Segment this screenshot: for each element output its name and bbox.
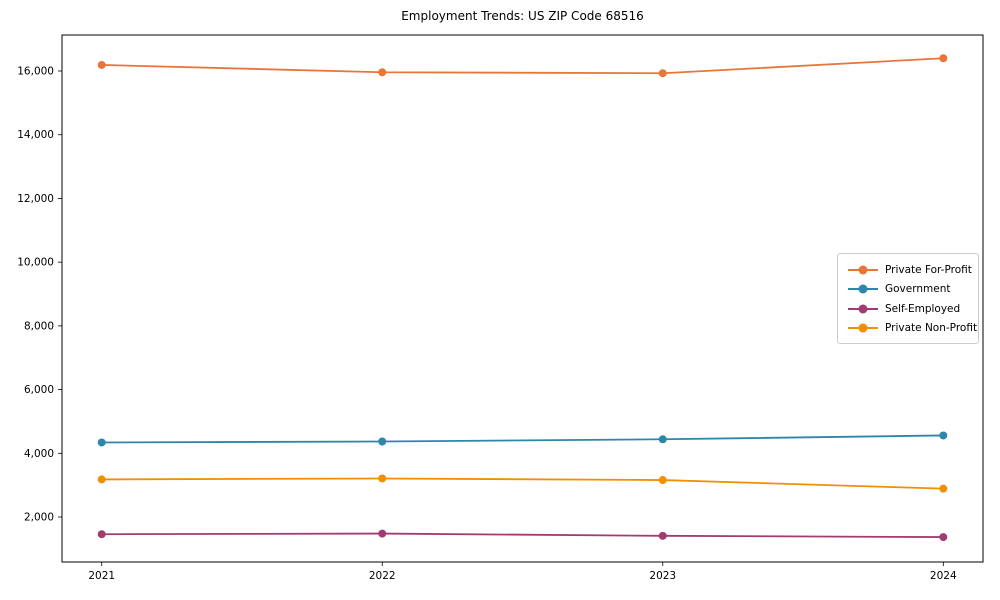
line-marker-icon — [848, 323, 878, 333]
line-marker-icon — [848, 284, 878, 294]
x-tick-label: 2021 — [88, 570, 115, 582]
data-point — [97, 530, 106, 539]
y-tick-label: 16,000 — [17, 65, 54, 77]
data-point — [939, 54, 948, 63]
data-point — [378, 437, 387, 446]
series-line — [100, 532, 945, 538]
data-point — [378, 529, 387, 538]
y-tick-label: 8,000 — [24, 320, 54, 332]
data-point — [658, 476, 667, 485]
x-tick-label: 2024 — [930, 570, 957, 582]
y-tick-label: 6,000 — [24, 384, 54, 396]
data-point — [97, 438, 106, 447]
data-point — [658, 435, 667, 444]
legend-item-private-for-profit: Private For-Profit — [848, 261, 972, 279]
legend-item-government: Government — [848, 280, 970, 298]
plot-border — [61, 34, 984, 563]
legend-label: Private For-Profit — [885, 264, 972, 276]
data-point — [378, 68, 387, 77]
y-tick-label: 2,000 — [24, 512, 54, 524]
y-tick-label: 4,000 — [24, 448, 54, 460]
series-line — [100, 57, 945, 75]
series-line — [100, 477, 945, 490]
data-point — [97, 475, 106, 484]
data-point — [939, 431, 948, 440]
legend-label: Government — [885, 283, 951, 296]
data-point — [658, 69, 667, 78]
data-point — [939, 533, 948, 542]
data-point — [97, 60, 106, 69]
data-point — [939, 484, 948, 493]
legend-item-self-employed: Self-Employed — [848, 300, 970, 318]
chart-title: Employment Trends: US ZIP Code 68516 — [401, 9, 644, 23]
y-tick-label: 14,000 — [17, 129, 54, 141]
data-point — [378, 474, 387, 483]
data-point — [658, 531, 667, 540]
legend: Private For-Profit Government Self-Emplo… — [837, 253, 979, 344]
line-marker-icon — [848, 304, 878, 314]
legend-label: Private Non-Profit — [885, 321, 978, 334]
x-tick-label: 2022 — [369, 570, 396, 582]
line-marker-icon — [848, 265, 878, 275]
legend-label: Self-Employed — [885, 302, 961, 315]
y-tick-label: 12,000 — [17, 193, 54, 205]
series-line — [100, 434, 945, 444]
legend-item-private-non-profit: Private Non-Profit — [848, 319, 977, 337]
y-tick-label: 10,000 — [17, 257, 54, 269]
x-tick-label: 2023 — [649, 570, 676, 582]
